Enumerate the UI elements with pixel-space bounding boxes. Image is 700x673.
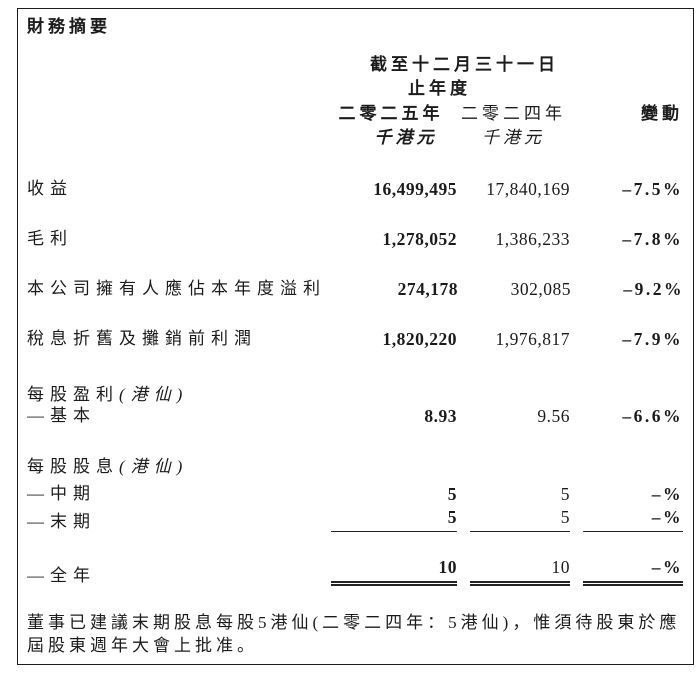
section-label-text: 每股盈利 [27, 385, 119, 404]
value-2025: 1,820,220 [382, 329, 457, 349]
value-change: –6.6% [622, 406, 683, 426]
value-2025: 1,278,052 [382, 229, 457, 249]
column-header-change: 變動 [641, 104, 683, 123]
section-header-eps: 每股盈利(港仙) [27, 384, 683, 406]
value-change: –7.8% [622, 229, 683, 249]
table-row-eps-basic: —基本 8.93 9.56 –6.6% [27, 406, 683, 426]
table-header-period-row1: 截至十二月三十一日 [27, 52, 683, 77]
value-2024: 17,840,169 [486, 179, 570, 199]
row-label: —基本 [27, 406, 96, 425]
financial-summary-box: 財務摘要 截至十二月三十一日 止年度 二零二五年 二零二四年 變動 千港元 千港… [17, 8, 694, 665]
value-change: –% [583, 507, 683, 532]
value-2024: 5 [470, 507, 570, 532]
value-2025: 16,499,495 [373, 179, 457, 199]
row-label: 收益 [27, 179, 73, 198]
column-header-2025: 二零二五年 [338, 104, 444, 123]
value-2024: 1,976,817 [495, 329, 570, 349]
section-label: 每股股息(港仙) [27, 456, 325, 478]
value-2025: 5 [447, 484, 457, 504]
period-header-line2: 止年度 [408, 79, 471, 98]
section-label: 每股盈利(港仙) [27, 384, 325, 406]
dividend-footnote: 董事已建議末期股息每股5港仙(二零二四年：5港仙)，惟須待股東於應屆股東週年大會… [27, 613, 681, 655]
section-header-dps: 每股股息(港仙) [27, 456, 683, 478]
table-row-profit-attributable: 本公司擁有人應佔本年度溢利 274,178 302,085 –9.2% [27, 279, 683, 299]
row-label: 毛利 [27, 229, 73, 248]
table-row-dividend-interim: —中期 5 5 –% [27, 484, 683, 504]
value-2024: 9.56 [537, 406, 570, 426]
section-label-text: 每股股息 [27, 457, 119, 476]
section-label-unit: (港仙) [119, 457, 189, 476]
table-row-dividend-final: —末期 5 5 –% [27, 507, 683, 532]
row-label: 本公司擁有人應佔本年度溢利 [27, 279, 326, 298]
value-2024: 302,085 [510, 279, 571, 299]
value-2025: 8.93 [424, 406, 457, 426]
row-label: —末期 [27, 512, 96, 531]
value-change: –7.5% [622, 179, 683, 199]
value-2024: 10 [470, 557, 570, 586]
table-row-dividend-full-year: —全年 10 10 –% [27, 557, 683, 586]
row-label: —全年 [27, 566, 96, 585]
table-row-gross-profit: 毛利 1,278,052 1,386,233 –7.8% [27, 229, 683, 249]
value-2025: 10 [331, 557, 457, 586]
value-change: –7.9% [622, 329, 683, 349]
row-label: —中期 [27, 484, 96, 503]
period-header-line1: 截至十二月三十一日 [370, 55, 559, 74]
table-row-ebitda: 稅息折舊及攤銷前利潤 1,820,220 1,976,817 –7.9% [27, 329, 683, 349]
value-2025: 274,178 [397, 279, 458, 299]
value-2024: 1,386,233 [495, 229, 570, 249]
value-change: –9.2% [623, 279, 684, 299]
table-header-units-row: 千港元 千港元 [27, 127, 683, 149]
value-change: –% [583, 557, 683, 586]
table-header-period-row2: 止年度 [27, 77, 683, 101]
value-change: –% [651, 484, 683, 504]
financial-summary-content: 財務摘要 截至十二月三十一日 止年度 二零二五年 二零二四年 變動 千港元 千港… [18, 15, 693, 657]
value-2025: 5 [331, 507, 457, 532]
table-header-years-row: 二零二五年 二零二四年 變動 [27, 101, 683, 126]
column-header-2024: 二零二四年 [461, 104, 566, 123]
value-2024: 5 [560, 484, 570, 504]
row-label: 稅息折舊及攤銷前利潤 [27, 329, 257, 348]
unit-header-2025: 千港元 [374, 128, 438, 147]
table-row-revenue: 收益 16,499,495 17,840,169 –7.5% [27, 179, 683, 199]
section-label-unit: (港仙) [119, 385, 189, 404]
unit-header-2024: 千港元 [482, 128, 545, 147]
page-title: 財務摘要 [27, 17, 111, 36]
